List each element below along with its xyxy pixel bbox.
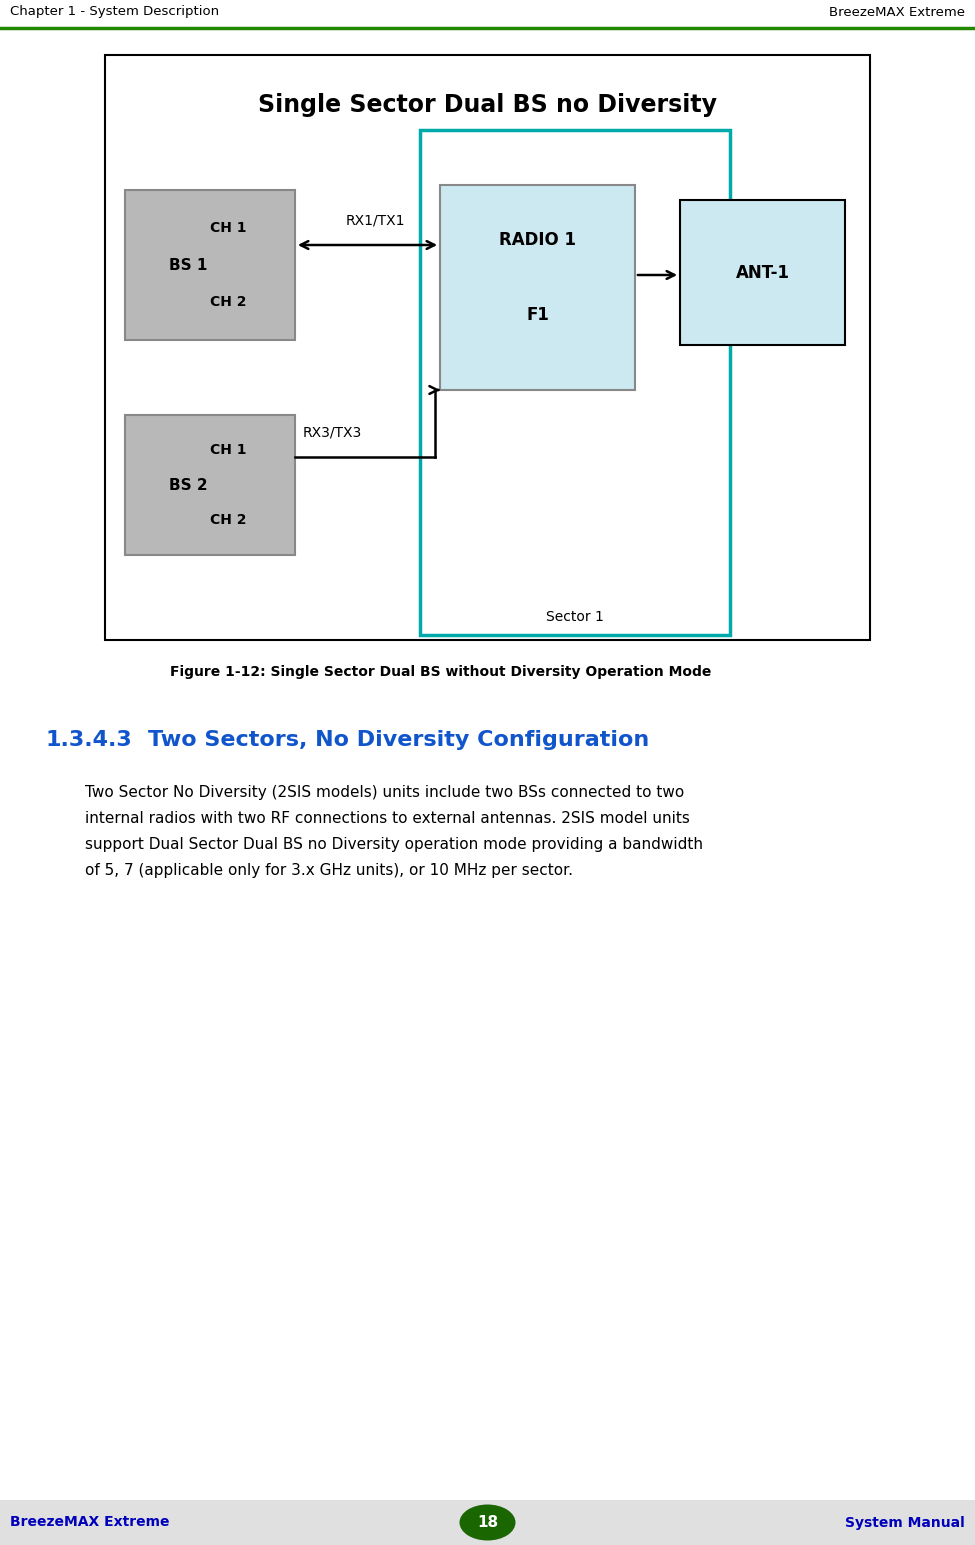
Ellipse shape [459,1505,516,1540]
Text: internal radios with two RF connections to external antennas. 2SIS model units: internal radios with two RF connections … [85,811,690,827]
Text: BS 1: BS 1 [169,258,207,272]
Text: F1: F1 [526,306,549,324]
Bar [125,416,295,555]
Bar [105,56,870,640]
Text: System Manual: System Manual [845,1516,965,1530]
Text: BS 2: BS 2 [169,477,208,493]
Text: ANT-1: ANT-1 [735,264,790,281]
Text: RADIO 1: RADIO 1 [499,232,576,249]
Bar [440,185,635,389]
Text: Two Sectors, No Diversity Configuration: Two Sectors, No Diversity Configuration [148,729,649,749]
Text: BreezeMAX Extreme: BreezeMAX Extreme [829,6,965,19]
Text: Single Sector Dual BS no Diversity: Single Sector Dual BS no Diversity [258,93,717,117]
Text: CH 1: CH 1 [210,443,247,457]
Text: Two Sector No Diversity (2SIS models) units include two BSs connected to two: Two Sector No Diversity (2SIS models) un… [85,785,684,800]
Text: CH 1: CH 1 [210,221,247,235]
Text: 18: 18 [477,1516,498,1530]
Bar [420,130,730,635]
Text: RX3/TX3: RX3/TX3 [303,425,363,439]
Text: RX1/TX1: RX1/TX1 [346,213,406,227]
Text: Sector 1: Sector 1 [546,610,604,624]
Text: support Dual Sector Dual BS no Diversity operation mode providing a bandwidth: support Dual Sector Dual BS no Diversity… [85,837,703,851]
Text: CH 2: CH 2 [210,513,247,527]
Bar [0,1500,975,1545]
Bar [125,190,295,340]
Text: Figure 1-12: Single Sector Dual BS without Diversity Operation Mode: Figure 1-12: Single Sector Dual BS witho… [170,664,712,678]
Text: CH 2: CH 2 [210,295,247,309]
Text: Chapter 1 - System Description: Chapter 1 - System Description [10,6,219,19]
Text: BreezeMAX Extreme: BreezeMAX Extreme [10,1516,170,1530]
Bar [680,199,845,345]
Text: of 5, 7 (applicable only for 3.x GHz units), or 10 MHz per sector.: of 5, 7 (applicable only for 3.x GHz uni… [85,864,573,878]
Text: 1.3.4.3: 1.3.4.3 [45,729,132,749]
